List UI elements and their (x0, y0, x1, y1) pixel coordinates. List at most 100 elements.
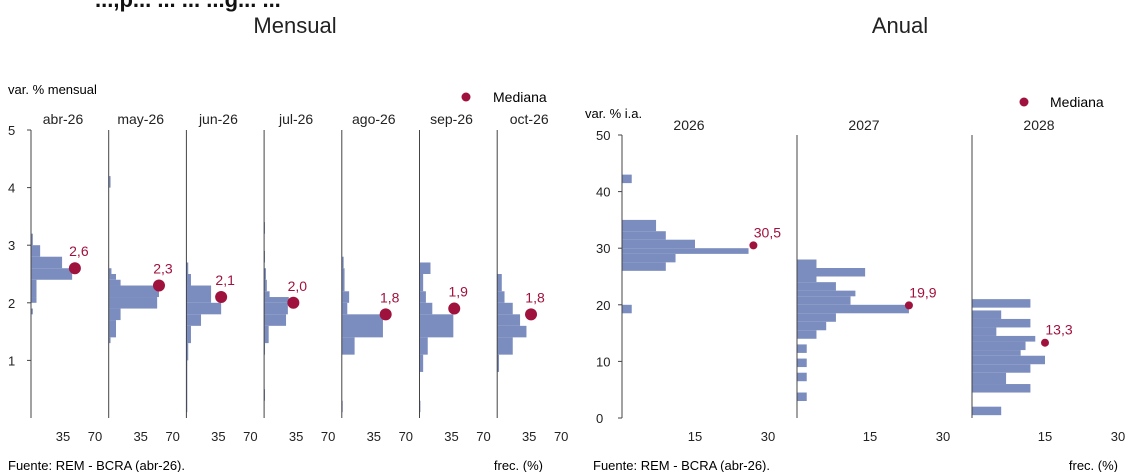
histogram-bar (108, 176, 111, 188)
left-legend-label: Mediana (493, 89, 547, 105)
histogram-bar (622, 248, 749, 254)
histogram-bar (108, 297, 158, 309)
histogram-bar (972, 406, 1002, 416)
right-chart-title: Anual (872, 13, 928, 38)
histogram-bar (797, 392, 807, 402)
histogram-bar (797, 313, 836, 322)
histogram-bar (31, 297, 37, 303)
panel-title: sep-26 (430, 111, 473, 127)
histogram-bar (497, 325, 527, 338)
histogram-bar (264, 279, 267, 292)
histogram-bar (419, 274, 424, 292)
left-chart-title: Mensual (253, 13, 336, 38)
median-point (749, 241, 758, 250)
histogram-bar (797, 296, 851, 305)
histogram-bar (797, 282, 836, 291)
histogram-panel-oct-26: oct-26 35 70 1,8 (496, 111, 568, 444)
panel-title: oct-26 (510, 111, 549, 127)
panel-title: 2026 (673, 117, 704, 133)
histogram-bar (972, 355, 1045, 365)
histogram-bar (622, 239, 695, 249)
histogram-panel-abr-26: abr-26 35 70 2,6 (30, 111, 102, 444)
median-point (1041, 338, 1049, 347)
histogram-bar (797, 344, 807, 353)
histogram-bar (419, 354, 424, 372)
histogram-bar (264, 297, 289, 303)
median-label: 1,8 (380, 289, 400, 305)
histogram-panel-2026: 2026 15 30 30,5 (621, 117, 781, 444)
histogram-bar (797, 276, 817, 283)
histogram-bar (419, 314, 454, 338)
histogram-bar (264, 314, 287, 326)
median-point (904, 301, 913, 310)
histogram-bar (622, 253, 676, 263)
right-legend-marker (1019, 97, 1029, 107)
panel-title: 2027 (848, 117, 879, 133)
panel-title: jul-26 (278, 111, 313, 127)
y-tick-label: 4 (8, 181, 15, 196)
histogram-bar (497, 337, 513, 355)
monthly-histogram-chart: var. % mensual Mediana Fuente: REM - BCR… (8, 82, 568, 472)
right-legend-label: Mediana (1050, 94, 1104, 110)
y-tick-label: 5 (8, 123, 15, 138)
histogram-bar (497, 274, 502, 292)
median-point (68, 262, 81, 275)
histogram-bar (797, 268, 866, 277)
histogram-bar (31, 256, 63, 269)
histogram-bar (186, 325, 191, 344)
histogram-bar (497, 291, 505, 303)
x-tick-label: 35 (56, 429, 70, 444)
histogram-bar (264, 325, 269, 344)
x-tick-label: 35 (133, 429, 147, 444)
x-tick-label: 70 (399, 429, 413, 444)
histogram-bar (972, 310, 1002, 319)
histogram-bar (497, 314, 521, 326)
histogram-bar (622, 304, 632, 314)
median-point (215, 291, 228, 304)
x-tick-label: 70 (554, 429, 568, 444)
x-tick-label: 35 (289, 429, 303, 444)
x-tick-label: 35 (444, 429, 458, 444)
x-tick-label: 70 (165, 429, 179, 444)
median-label: 2,1 (215, 272, 235, 288)
histogram-bar (31, 233, 33, 246)
x-tick-label: 30 (936, 429, 950, 444)
left-legend-marker (461, 92, 471, 102)
histogram-bar (497, 354, 500, 372)
histogram-bar (419, 291, 426, 303)
histogram-bar (797, 304, 909, 314)
histogram-bar (419, 262, 431, 274)
right-source-note: Fuente: REM - BCRA (abr-26). (593, 458, 770, 472)
x-tick-label: 35 (522, 429, 536, 444)
median-label: 13,3 (1045, 322, 1072, 338)
histogram-bar (108, 308, 121, 321)
x-tick-label: 70 (321, 429, 335, 444)
histogram-panel-ago-26: ago-26 35 70 1,8 (341, 111, 413, 444)
histogram-bar (31, 308, 33, 315)
histogram-bar (186, 314, 202, 326)
histogram-bar (108, 337, 111, 344)
histogram-bar (108, 320, 117, 338)
panel-title: abr-26 (43, 111, 84, 127)
median-label: 2,0 (288, 278, 308, 294)
y-tick-label: 40 (596, 185, 610, 200)
y-tick-label: 3 (8, 238, 15, 253)
histogram-bar (972, 327, 997, 336)
median-label: 2,3 (153, 261, 173, 277)
histogram-bar (341, 314, 383, 338)
x-tick-label: 70 (243, 429, 257, 444)
histogram-bar (797, 259, 817, 269)
histogram-bar (186, 274, 191, 286)
median-point (152, 279, 165, 292)
histogram-panel-may-26: may-26 35 70 2,3 (108, 111, 180, 444)
left-source-note: Fuente: REM - BCRA (abr-26). (8, 458, 185, 472)
y-tick-label: 2 (8, 296, 15, 311)
y-tick-label: 30 (596, 241, 610, 256)
histogram-bar (341, 302, 348, 315)
histogram-bar (186, 302, 222, 315)
histogram-bar (108, 279, 121, 286)
panel-title: ago-26 (352, 111, 396, 127)
histogram-bar (797, 321, 827, 331)
x-tick-label: 15 (863, 429, 877, 444)
histogram-bar (497, 302, 513, 315)
